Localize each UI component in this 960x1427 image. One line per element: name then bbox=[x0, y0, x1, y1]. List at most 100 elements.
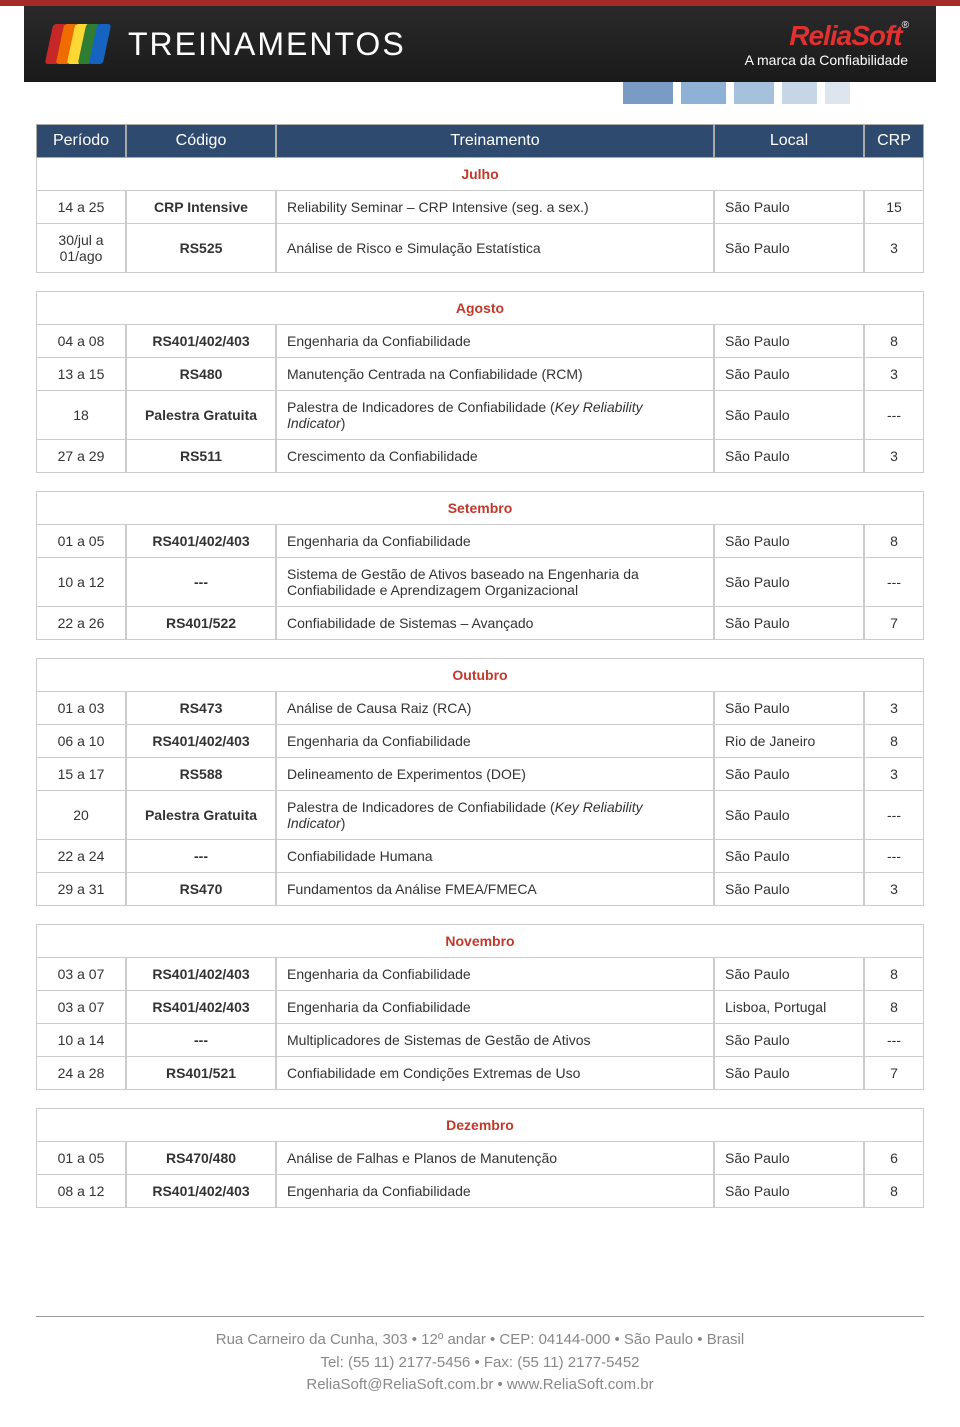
cell-codigo: CRP Intensive bbox=[126, 191, 276, 224]
table-row: 01 a 03RS473Análise de Causa Raiz (RCA)S… bbox=[36, 692, 924, 725]
page-header: TREINAMENTOS ReliaSoft® A marca da Confi… bbox=[24, 6, 936, 82]
cell-periodo: 04 a 08 bbox=[36, 325, 126, 358]
cell-codigo: --- bbox=[126, 1024, 276, 1057]
cell-local: São Paulo bbox=[714, 607, 864, 640]
cell-codigo: --- bbox=[126, 840, 276, 873]
cell-treinamento: Engenharia da Confiabilidade bbox=[276, 991, 714, 1024]
cell-codigo: RS470/480 bbox=[126, 1142, 276, 1175]
cell-local: São Paulo bbox=[714, 1057, 864, 1090]
month-title: Outubro bbox=[36, 658, 924, 692]
header-left: TREINAMENTOS bbox=[52, 20, 406, 68]
cell-codigo: RS401/402/403 bbox=[126, 525, 276, 558]
col-header-codigo: Código bbox=[126, 124, 276, 158]
cell-crp: 3 bbox=[864, 440, 924, 473]
table-row: 01 a 05RS470/480Análise de Falhas e Plan… bbox=[36, 1142, 924, 1175]
cell-codigo: RS401/402/403 bbox=[126, 991, 276, 1024]
table-row: 01 a 05RS401/402/403Engenharia da Confia… bbox=[36, 525, 924, 558]
cell-treinamento: Confiabilidade Humana bbox=[276, 840, 714, 873]
cell-treinamento: Análise de Risco e Simulação Estatística bbox=[276, 224, 714, 273]
brand-tagline: A marca da Confiabilidade bbox=[745, 52, 908, 68]
col-header-treinamento: Treinamento bbox=[276, 124, 714, 158]
cell-treinamento: Engenharia da Confiabilidade bbox=[276, 1175, 714, 1208]
cell-local: São Paulo bbox=[714, 391, 864, 440]
schedule-table-julho: PeríodoCódigoTreinamentoLocalCRPJulho14 … bbox=[36, 124, 924, 273]
table-row: 08 a 12RS401/402/403Engenharia da Confia… bbox=[36, 1175, 924, 1208]
cell-codigo: RS401/521 bbox=[126, 1057, 276, 1090]
cell-crp: 8 bbox=[864, 991, 924, 1024]
table-row: 10 a 14---Multiplicadores de Sistemas de… bbox=[36, 1024, 924, 1057]
cell-local: Lisboa, Portugal bbox=[714, 991, 864, 1024]
cell-crp: 15 bbox=[864, 191, 924, 224]
cell-treinamento: Engenharia da Confiabilidade bbox=[276, 325, 714, 358]
table-row: 22 a 24---Confiabilidade HumanaSão Paulo… bbox=[36, 840, 924, 873]
month-title: Julho bbox=[36, 158, 924, 191]
cell-crp: 8 bbox=[864, 325, 924, 358]
cell-crp: 8 bbox=[864, 525, 924, 558]
cell-treinamento: Palestra de Indicadores de Confiabilidad… bbox=[276, 391, 714, 440]
cell-local: São Paulo bbox=[714, 440, 864, 473]
cell-periodo: 30/jul a 01/ago bbox=[36, 224, 126, 273]
schedule-table-setembro: Setembro01 a 05RS401/402/403Engenharia d… bbox=[36, 491, 924, 640]
col-header-periodo: Período bbox=[36, 124, 126, 158]
month-title: Dezembro bbox=[36, 1108, 924, 1142]
table-row: 18Palestra GratuitaPalestra de Indicador… bbox=[36, 391, 924, 440]
cell-treinamento: Sistema de Gestão de Ativos baseado na E… bbox=[276, 558, 714, 607]
cell-codigo: RS401/402/403 bbox=[126, 325, 276, 358]
cell-local: São Paulo bbox=[714, 1142, 864, 1175]
cell-periodo: 13 a 15 bbox=[36, 358, 126, 391]
cell-periodo: 10 a 12 bbox=[36, 558, 126, 607]
schedule-table-agosto: Agosto04 a 08RS401/402/403Engenharia da … bbox=[36, 291, 924, 473]
col-header-local: Local bbox=[714, 124, 864, 158]
cell-periodo: 22 a 24 bbox=[36, 840, 126, 873]
cell-codigo: RS511 bbox=[126, 440, 276, 473]
cell-treinamento: Reliability Seminar – CRP Intensive (seg… bbox=[276, 191, 714, 224]
cell-crp: 3 bbox=[864, 224, 924, 273]
cell-treinamento: Engenharia da Confiabilidade bbox=[276, 725, 714, 758]
cell-crp: --- bbox=[864, 1024, 924, 1057]
schedule-table-outubro: Outubro01 a 03RS473Análise de Causa Raiz… bbox=[36, 658, 924, 906]
cell-periodo: 01 a 05 bbox=[36, 525, 126, 558]
cell-codigo: --- bbox=[126, 558, 276, 607]
cell-periodo: 20 bbox=[36, 791, 126, 840]
cell-codigo: RS525 bbox=[126, 224, 276, 273]
brand-name: ReliaSoft® bbox=[745, 20, 908, 52]
table-row: 15 a 17RS588Delineamento de Experimentos… bbox=[36, 758, 924, 791]
cell-crp: 3 bbox=[864, 358, 924, 391]
cell-codigo: RS401/402/403 bbox=[126, 1175, 276, 1208]
cell-treinamento: Delineamento de Experimentos (DOE) bbox=[276, 758, 714, 791]
cell-treinamento: Análise de Falhas e Planos de Manutenção bbox=[276, 1142, 714, 1175]
cell-local: São Paulo bbox=[714, 873, 864, 906]
cell-local: São Paulo bbox=[714, 325, 864, 358]
table-row: 27 a 29RS511Crescimento da Confiabilidad… bbox=[36, 440, 924, 473]
month-title-row: Julho bbox=[36, 158, 924, 191]
cell-treinamento: Confiabilidade em Condições Extremas de … bbox=[276, 1057, 714, 1090]
page-footer: Rua Carneiro da Cunha, 303 • 12º andar •… bbox=[36, 1316, 924, 1427]
table-header-row: PeríodoCódigoTreinamentoLocalCRP bbox=[36, 124, 924, 158]
table-row: 14 a 25CRP IntensiveReliability Seminar … bbox=[36, 191, 924, 224]
cell-periodo: 14 a 25 bbox=[36, 191, 126, 224]
cell-local: São Paulo bbox=[714, 840, 864, 873]
cell-codigo: RS473 bbox=[126, 692, 276, 725]
cell-local: São Paulo bbox=[714, 791, 864, 840]
col-header-crp: CRP bbox=[864, 124, 924, 158]
table-row: 13 a 15RS480Manutenção Centrada na Confi… bbox=[36, 358, 924, 391]
month-title: Novembro bbox=[36, 924, 924, 958]
cell-treinamento: Análise de Causa Raiz (RCA) bbox=[276, 692, 714, 725]
month-title-row: Agosto bbox=[36, 291, 924, 325]
cell-local: São Paulo bbox=[714, 692, 864, 725]
cell-local: São Paulo bbox=[714, 224, 864, 273]
table-row: 03 a 07RS401/402/403Engenharia da Confia… bbox=[36, 991, 924, 1024]
cell-crp: 7 bbox=[864, 607, 924, 640]
cell-local: São Paulo bbox=[714, 1175, 864, 1208]
cell-codigo: RS401/402/403 bbox=[126, 958, 276, 991]
table-row: 24 a 28RS401/521Confiabilidade em Condiç… bbox=[36, 1057, 924, 1090]
cell-local: São Paulo bbox=[714, 1024, 864, 1057]
cell-crp: 8 bbox=[864, 1175, 924, 1208]
month-title-row: Setembro bbox=[36, 491, 924, 525]
cell-crp: --- bbox=[864, 791, 924, 840]
footer-line-3: ReliaSoft@ReliaSoft.com.br • www.ReliaSo… bbox=[36, 1374, 924, 1397]
table-row: 03 a 07RS401/402/403Engenharia da Confia… bbox=[36, 958, 924, 991]
cell-periodo: 22 a 26 bbox=[36, 607, 126, 640]
cell-codigo: Palestra Gratuita bbox=[126, 791, 276, 840]
cell-periodo: 03 a 07 bbox=[36, 958, 126, 991]
